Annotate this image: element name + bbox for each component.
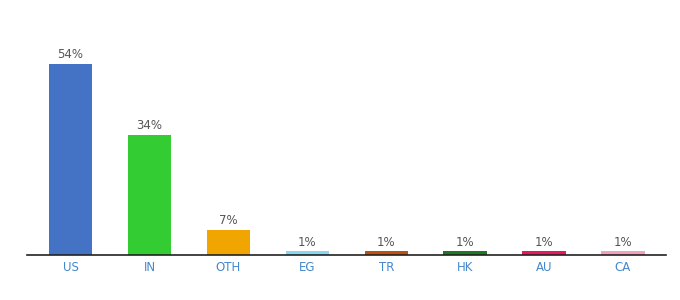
Bar — [601, 251, 645, 255]
Text: 7%: 7% — [219, 214, 238, 227]
Bar — [286, 251, 329, 255]
Text: 54%: 54% — [58, 48, 84, 62]
Text: 1%: 1% — [456, 236, 475, 249]
Text: 1%: 1% — [298, 236, 317, 249]
Text: 1%: 1% — [534, 236, 554, 249]
Bar — [49, 64, 92, 255]
Bar — [207, 230, 250, 255]
Bar — [443, 251, 487, 255]
Bar — [522, 251, 566, 255]
Text: 1%: 1% — [377, 236, 396, 249]
Bar — [128, 135, 171, 255]
Bar — [364, 251, 408, 255]
Text: 1%: 1% — [613, 236, 632, 249]
Text: 34%: 34% — [137, 119, 163, 132]
